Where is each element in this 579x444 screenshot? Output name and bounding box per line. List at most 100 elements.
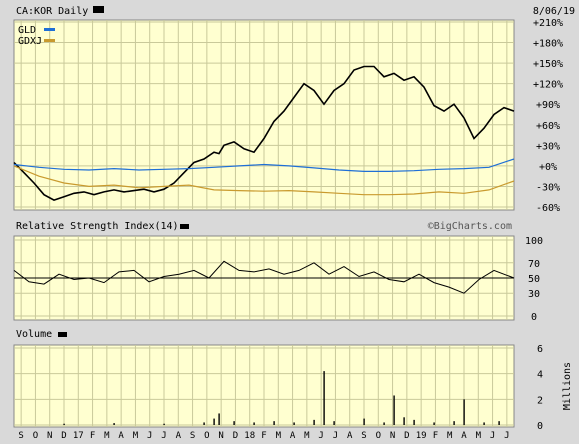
price-y-tick-label: +0%	[539, 162, 557, 173]
x-tick-label: M	[447, 431, 453, 441]
x-tick-label: M	[133, 431, 139, 441]
volume-bar	[433, 422, 435, 425]
volume-bar	[293, 422, 295, 425]
x-tick-label: M	[104, 431, 110, 441]
rsi-series-group	[13, 260, 515, 294]
x-tick-label: M	[304, 431, 310, 441]
volume-bar	[323, 371, 325, 425]
price-y-tick-label: +210%	[533, 18, 563, 29]
volume-bar	[273, 421, 275, 425]
legend-swatch-gdxj	[44, 39, 55, 42]
rsi-header-band	[0, 217, 579, 233]
x-tick-label: D	[404, 431, 409, 441]
volume-bar	[213, 418, 215, 425]
price-y-tick-label: +30%	[536, 141, 560, 152]
x-tick-label: A	[118, 431, 124, 441]
x-tick-label: F	[261, 431, 266, 441]
x-tick-label: D	[233, 431, 238, 441]
rsi-y-tick-label: 70	[528, 259, 540, 270]
x-tick-label: J	[161, 431, 166, 441]
ticker-label: CA:KOR Daily	[16, 6, 88, 17]
volume-bar	[63, 423, 65, 425]
rsi-title: Relative Strength Index(14)	[16, 221, 179, 232]
volume-bar	[363, 418, 365, 425]
x-tick-label: S	[18, 431, 23, 441]
x-tick-label: M	[276, 431, 282, 441]
volume-bar	[163, 423, 165, 425]
x-tick-label: O	[204, 431, 209, 441]
volume-bar	[203, 422, 205, 425]
volume-unit-label: Millions	[562, 362, 573, 410]
x-tick-label: J	[147, 431, 152, 441]
price-y-tick-label: +60%	[536, 121, 560, 132]
rsi-line	[13, 260, 515, 294]
series-line-price	[13, 65, 515, 201]
x-tick-label: N	[47, 431, 52, 441]
x-tick-label: D	[61, 431, 66, 441]
price-y-tick-label: -60%	[536, 203, 560, 214]
x-tick-label: J	[490, 431, 495, 441]
x-tick-label: O	[376, 431, 381, 441]
price-y-tick-label: +90%	[536, 100, 560, 111]
volume-grid	[14, 345, 514, 427]
series-line-gdxj	[13, 165, 515, 196]
rsi-y-axis: 100 70 50 30 0	[525, 236, 543, 323]
x-tick-label: J	[504, 431, 509, 441]
x-tick-label: F	[90, 431, 95, 441]
volume-bar	[453, 421, 455, 425]
x-tick-label: S	[361, 431, 366, 441]
x-tick-label: M	[476, 431, 482, 441]
price-y-tick-label: +180%	[533, 39, 563, 50]
volume-bar	[463, 399, 465, 425]
x-tick-label: A	[290, 431, 296, 441]
volume-panel: Volume 6 4 2 0 Millions	[13, 329, 573, 432]
legend-label-gdxj: GDXJ	[18, 36, 42, 47]
volume-bar	[483, 422, 485, 425]
x-tick-label: 17	[73, 431, 84, 441]
x-tick-label: N	[218, 431, 223, 441]
volume-bar	[393, 395, 395, 425]
rsi-y-tick-label: 100	[525, 236, 543, 247]
volume-bar	[383, 422, 385, 425]
volume-bar	[313, 419, 315, 425]
chart-date: 8/06/19	[533, 6, 575, 17]
volume-title: Volume	[16, 329, 52, 340]
watermark: ©BigCharts.com	[428, 221, 512, 232]
rsi-menu-icon[interactable]	[180, 224, 189, 229]
x-axis: S O N D 17 F M A M J J A S O N D 18 F M A M J J A S O N D 19 F M A M J J	[18, 431, 509, 441]
price-y-tick-label: +150%	[533, 59, 563, 70]
rsi-y-tick-label: 0	[531, 312, 537, 323]
x-tick-label: A	[347, 431, 353, 441]
volume-bar	[498, 421, 500, 425]
x-tick-label: J	[333, 431, 338, 441]
price-y-axis: +210% +180% +150% +120% +90% +60% +30% +0% -30% -…	[533, 18, 563, 214]
x-tick-label: J	[318, 431, 323, 441]
volume-y-tick-label: 4	[537, 370, 543, 381]
volume-y-tick-label: 0	[537, 421, 543, 432]
rsi-y-tick-label: 30	[528, 289, 540, 300]
volume-y-tick-label: 2	[537, 395, 543, 406]
legend-label-gld: GLD	[18, 25, 36, 36]
x-tick-label: F	[433, 431, 438, 441]
volume-bar	[233, 421, 235, 425]
x-tick-label: A	[176, 431, 182, 441]
legend-swatch-gld	[44, 28, 55, 31]
x-tick-label: 18	[244, 431, 255, 441]
volume-bar	[403, 417, 405, 425]
ticker-menu-icon[interactable]	[93, 6, 104, 13]
volume-bar	[113, 423, 115, 425]
price-y-tick-label: -30%	[536, 182, 560, 193]
price-panel: +210% +180% +150% +120% +90% +60% +30% +0% -30% -…	[13, 6, 575, 214]
series-line-gld	[13, 158, 515, 172]
rsi-y-tick-label: 50	[528, 274, 540, 285]
volume-bars	[63, 371, 500, 425]
rsi-panel: Relative Strength Index(14) ©BigCharts.c…	[0, 217, 579, 323]
volume-bar	[413, 419, 415, 425]
x-tick-label: N	[390, 431, 395, 441]
volume-bar	[333, 421, 335, 425]
x-tick-label: 19	[416, 431, 427, 441]
volume-menu-icon[interactable]	[58, 332, 67, 337]
volume-y-tick-label: 6	[537, 344, 543, 355]
price-series-group	[13, 65, 515, 201]
